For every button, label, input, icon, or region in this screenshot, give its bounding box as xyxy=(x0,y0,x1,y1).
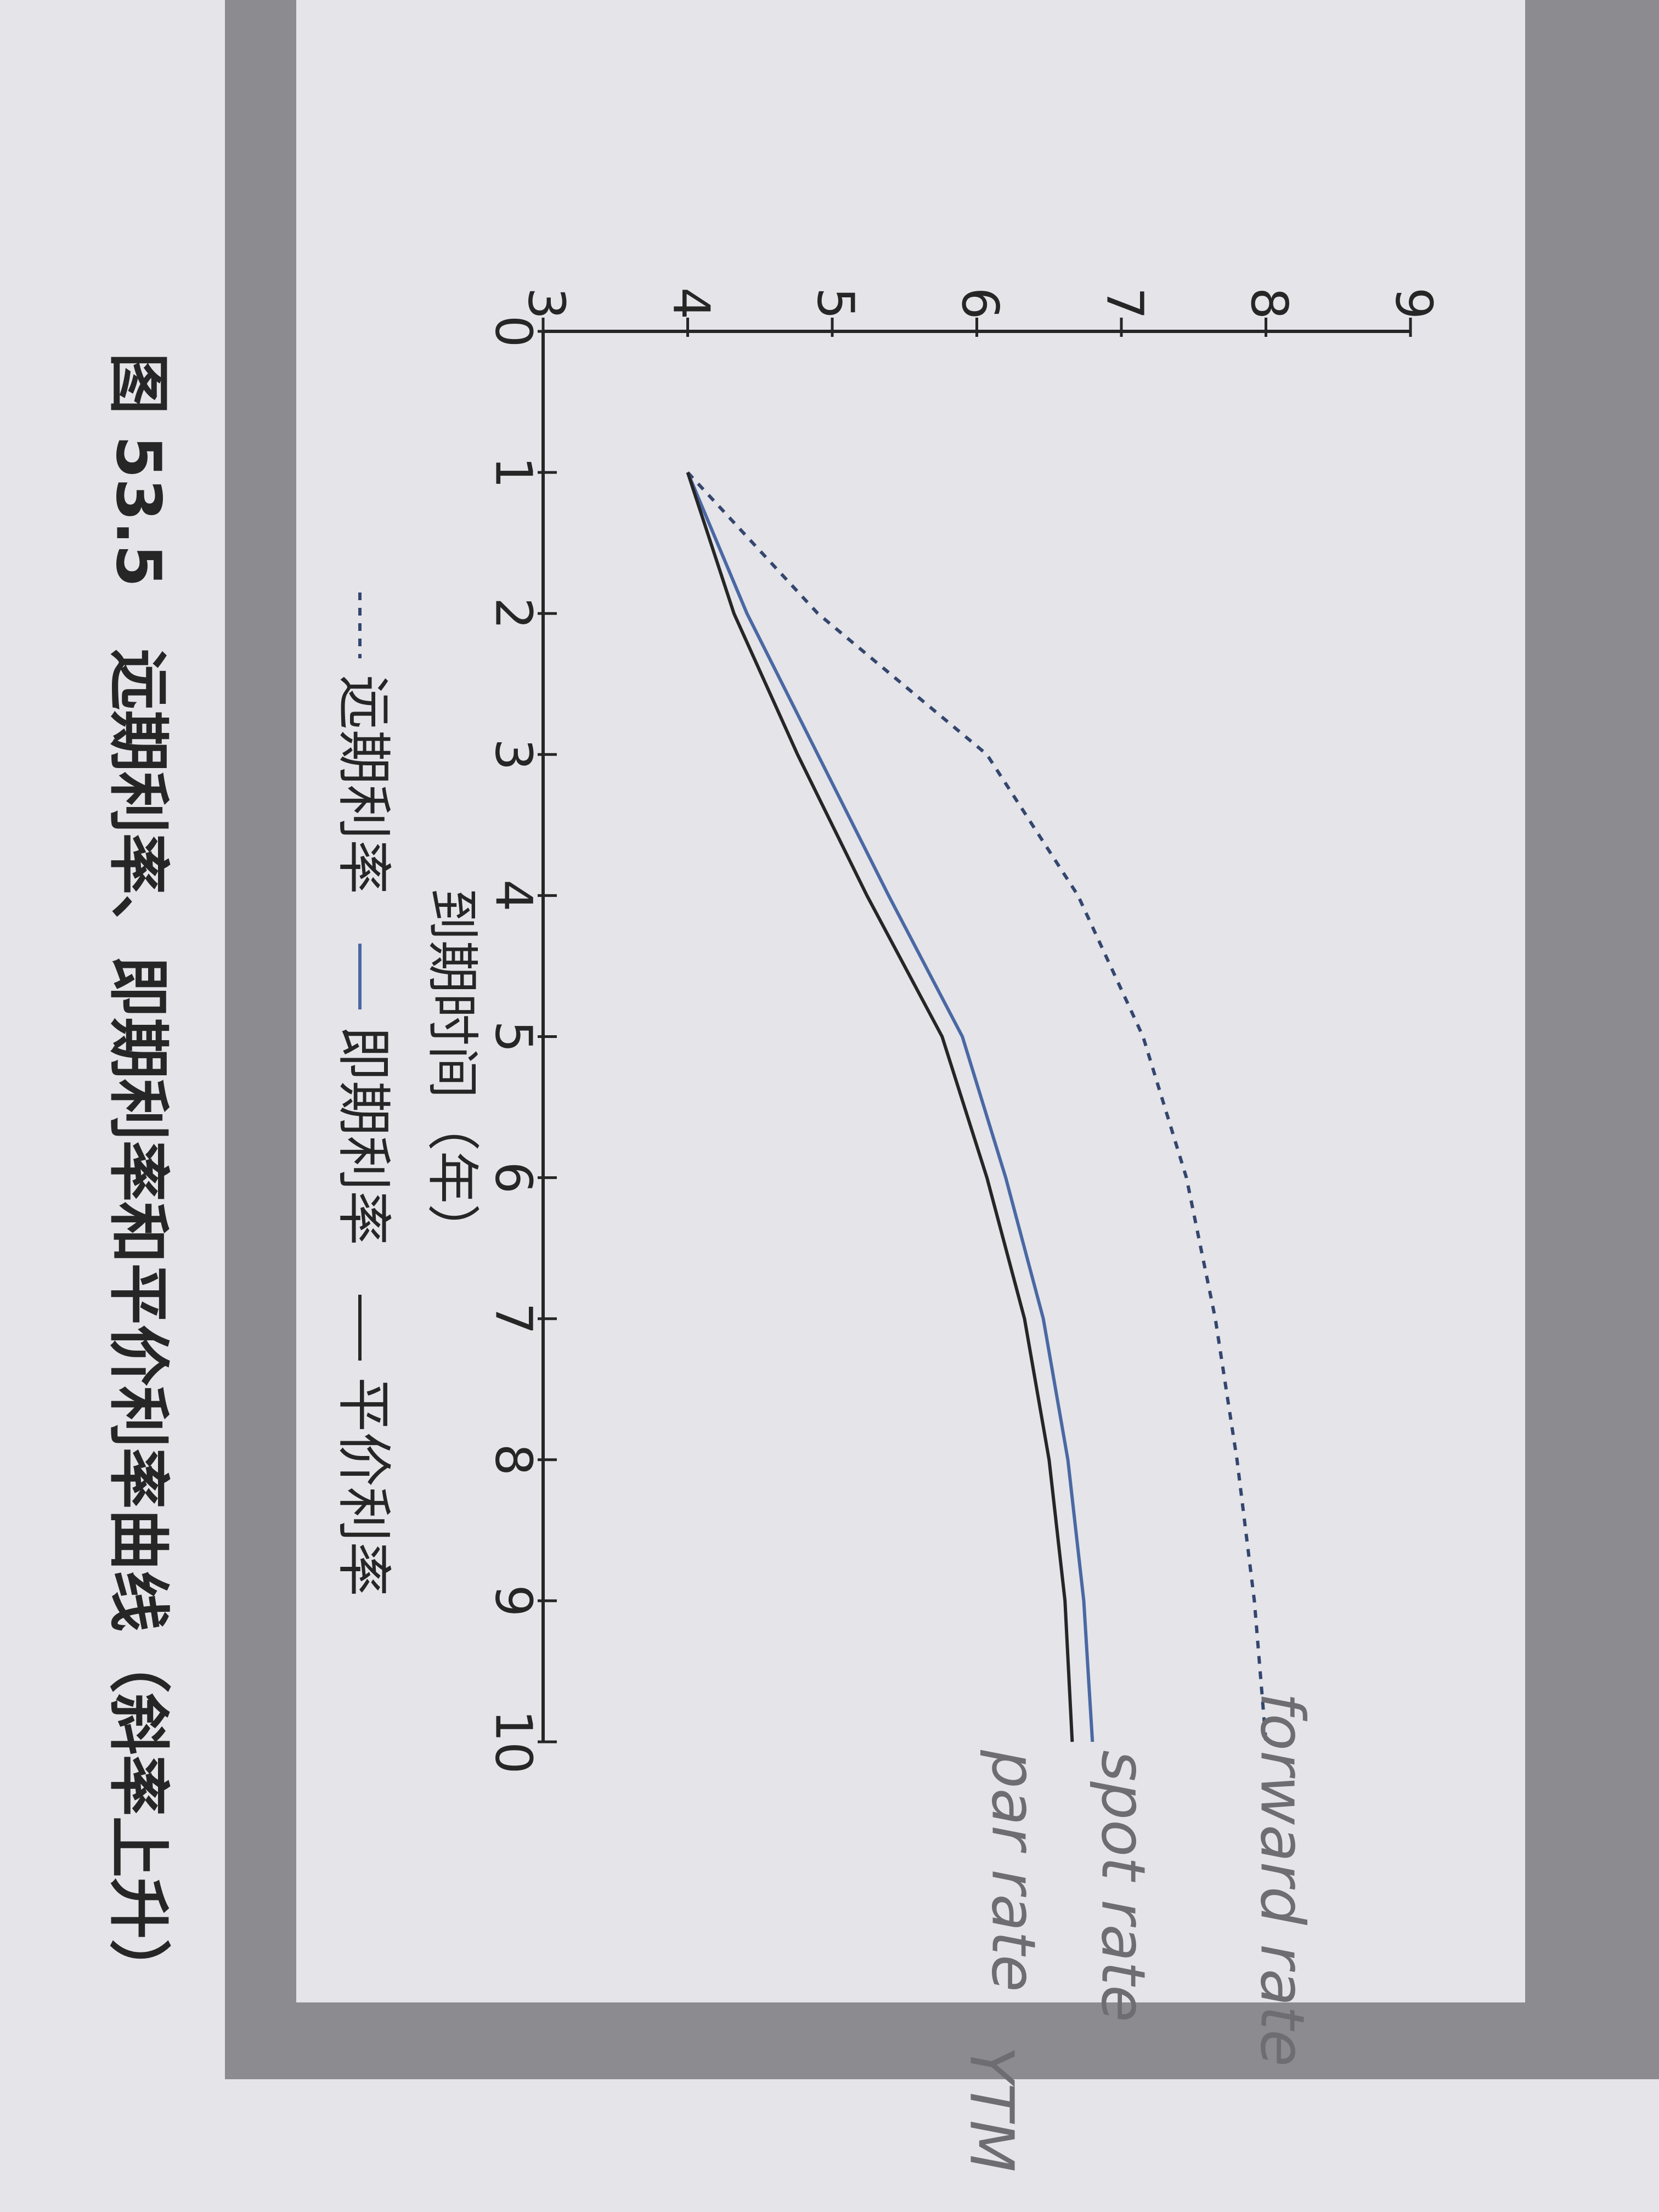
x-tick-label: 3 xyxy=(484,738,543,771)
frame-bottom xyxy=(225,2002,1542,2079)
y-tick-label: 3 xyxy=(517,287,576,320)
x-tick-label: 9 xyxy=(484,1585,543,1617)
handwritten-note: spot rate xyxy=(1088,1750,1159,2022)
frame-left xyxy=(225,0,296,2079)
x-axis-label: 到期时间（年） xyxy=(422,888,483,1256)
x-tick-label: 1 xyxy=(484,456,543,489)
caption: 图 53.5 远期利率、即期利率和平价利率曲线（斜率上升） xyxy=(102,353,173,2000)
series-line xyxy=(686,472,1074,1742)
handwritten-note: par rate xyxy=(979,1750,1049,1992)
series-line xyxy=(686,471,1094,1742)
frame-right xyxy=(1525,0,1659,2079)
handwritten-note: YTM xyxy=(957,2046,1027,2172)
y-tick-label: 6 xyxy=(951,287,1009,320)
y-tick-label: 9 xyxy=(1385,287,1443,320)
legend-label: 平价利率 xyxy=(332,1377,396,1596)
x-tick-label: 0 xyxy=(484,315,543,348)
x-tick-label: 2 xyxy=(484,597,543,630)
y-tick-label: 8 xyxy=(1240,287,1299,320)
x-tick-label: 6 xyxy=(484,1161,543,1194)
y-tick-label: 4 xyxy=(662,287,720,320)
legend-label: 即期利率 xyxy=(332,1026,396,1245)
legend-label: 远期利率 xyxy=(332,675,396,894)
y-tick-label: 5 xyxy=(806,287,865,320)
y-tick-label: 7 xyxy=(1096,287,1154,320)
x-tick-label: 5 xyxy=(484,1020,543,1053)
x-tick-label: 10 xyxy=(484,1709,543,1774)
x-tick-label: 8 xyxy=(484,1444,543,1476)
x-tick-label: 4 xyxy=(484,879,543,912)
handwritten-note: forward rate xyxy=(1248,1692,1318,2067)
x-tick-label: 7 xyxy=(484,1302,543,1335)
